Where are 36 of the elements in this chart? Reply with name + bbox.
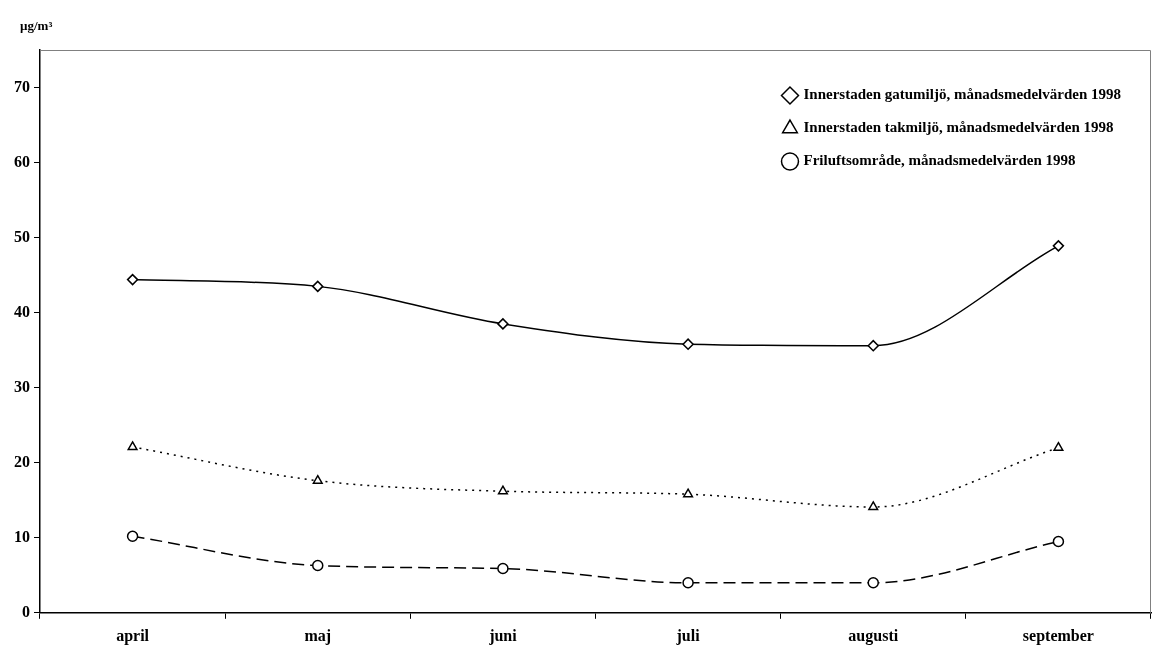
point [497,562,509,575]
point [126,530,139,543]
legend-label: Innerstaden takmiljö, månadsmedelvärden 1998 [803,119,1114,136]
x-tick-label: maj [304,626,332,645]
point [1052,240,1065,252]
point [682,338,694,350]
y-tick-label: 40 [14,302,30,320]
x-tick-label: september [1022,626,1094,645]
y-axis-title: µg/m³ [20,18,53,33]
x-tick-label: juli [675,626,701,645]
point [497,318,509,330]
point [868,501,879,511]
point [867,577,879,589]
legend-label: Innerstaden gatumiljö, månadsmedelvärden 1998 [803,86,1121,103]
y-tick-label: 30 [14,377,30,395]
point [683,488,694,498]
point [682,577,694,589]
point [867,339,879,352]
point [312,280,324,293]
y-tick-label: 0 [22,602,30,620]
y-tick-label: 50 [14,227,30,245]
y-tick-label: 60 [14,152,30,170]
point [497,485,508,495]
point [127,441,138,451]
point [126,273,139,286]
y-tick-label: 20 [14,452,30,470]
point [312,559,324,572]
legend-label: Friluftsområde, månadsmedelvärden 1998 [803,152,1076,169]
x-tick-label: juni [488,626,518,645]
x-tick-label: augusti [848,626,899,645]
point [312,474,323,484]
x-tick-label: april [116,626,150,645]
point [1052,535,1065,548]
y-tick-label: 70 [14,77,30,95]
point [1053,441,1064,451]
y-tick-label: 10 [14,527,30,545]
